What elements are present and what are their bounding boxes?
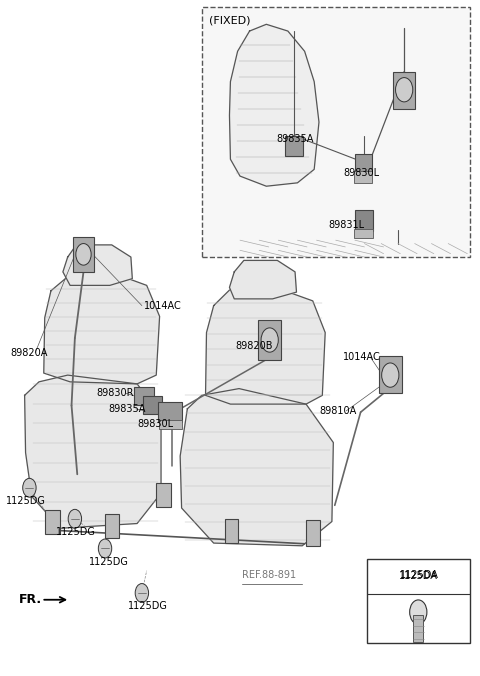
Bar xyxy=(158,420,181,429)
Text: 89830R: 89830R xyxy=(96,388,134,398)
Text: 89820A: 89820A xyxy=(10,348,48,358)
Polygon shape xyxy=(44,272,159,384)
Circle shape xyxy=(261,328,278,352)
Polygon shape xyxy=(229,24,319,186)
Bar xyxy=(393,72,415,109)
Text: 1125DG: 1125DG xyxy=(89,557,129,567)
Bar xyxy=(355,154,372,174)
Bar xyxy=(156,483,170,506)
Text: 89830L: 89830L xyxy=(343,168,379,178)
Circle shape xyxy=(23,479,36,498)
Bar xyxy=(354,228,373,238)
Text: 89831L: 89831L xyxy=(328,220,365,230)
Text: REF.88-891: REF.88-891 xyxy=(242,571,297,581)
Bar xyxy=(157,402,181,422)
Bar xyxy=(202,7,470,257)
Circle shape xyxy=(382,363,399,387)
Bar xyxy=(225,519,238,543)
Bar xyxy=(354,171,372,183)
Text: 1014AC: 1014AC xyxy=(144,301,182,310)
Polygon shape xyxy=(229,260,297,299)
Circle shape xyxy=(409,600,427,624)
Text: 1125DG: 1125DG xyxy=(56,527,96,537)
Text: 1014AC: 1014AC xyxy=(343,352,381,362)
Polygon shape xyxy=(205,285,325,404)
Bar xyxy=(144,396,162,414)
Text: 1125DA: 1125DA xyxy=(400,571,439,581)
Bar xyxy=(355,210,373,231)
Text: 89835A: 89835A xyxy=(108,404,146,414)
Circle shape xyxy=(135,583,149,602)
Text: 89810A: 89810A xyxy=(319,406,356,416)
Text: 89830L: 89830L xyxy=(137,419,173,429)
Circle shape xyxy=(76,243,91,265)
Text: 1125DA: 1125DA xyxy=(399,571,438,581)
Polygon shape xyxy=(63,245,132,285)
Circle shape xyxy=(68,509,82,528)
Text: 1125DG: 1125DG xyxy=(5,496,45,506)
Circle shape xyxy=(396,78,413,102)
Bar xyxy=(306,520,321,546)
Bar xyxy=(413,614,423,642)
Bar xyxy=(45,510,60,533)
Text: 89820B: 89820B xyxy=(235,341,273,351)
Text: 1125DG: 1125DG xyxy=(128,602,168,612)
Text: (FIXED): (FIXED) xyxy=(209,16,251,26)
Bar xyxy=(134,387,154,406)
Text: 89835A: 89835A xyxy=(276,134,313,144)
Polygon shape xyxy=(180,389,333,546)
Bar xyxy=(258,320,281,360)
Bar xyxy=(285,136,303,156)
Polygon shape xyxy=(24,375,161,528)
Bar xyxy=(73,237,94,272)
Bar xyxy=(105,514,119,537)
Text: FR.: FR. xyxy=(19,594,42,606)
Bar xyxy=(379,356,402,393)
Circle shape xyxy=(98,539,112,558)
Bar xyxy=(367,558,470,643)
